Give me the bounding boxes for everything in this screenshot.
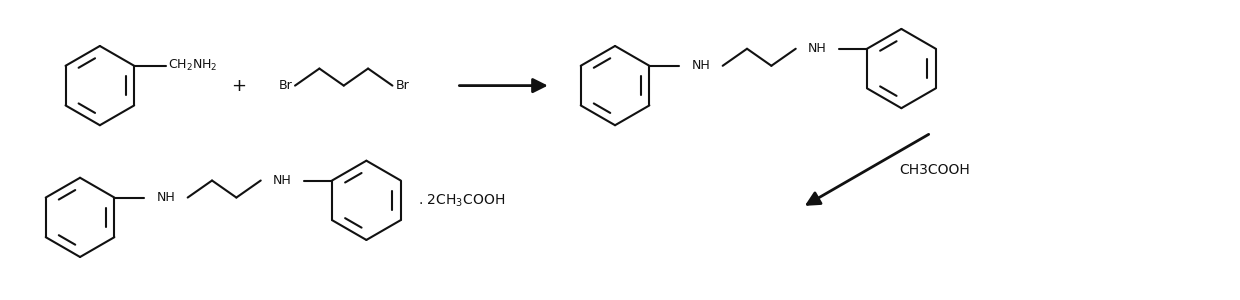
Text: Br: Br [278,79,293,92]
Text: NH: NH [156,191,175,204]
Text: CH3COOH: CH3COOH [899,163,970,177]
Text: CH$_2$NH$_2$: CH$_2$NH$_2$ [167,58,217,73]
Text: . 2CH$_3$COOH: . 2CH$_3$COOH [418,192,505,208]
Text: +: + [231,76,246,94]
Text: NH: NH [273,174,291,187]
Text: NH: NH [808,42,827,55]
Text: NH: NH [692,59,711,72]
Text: Br: Br [396,79,409,92]
